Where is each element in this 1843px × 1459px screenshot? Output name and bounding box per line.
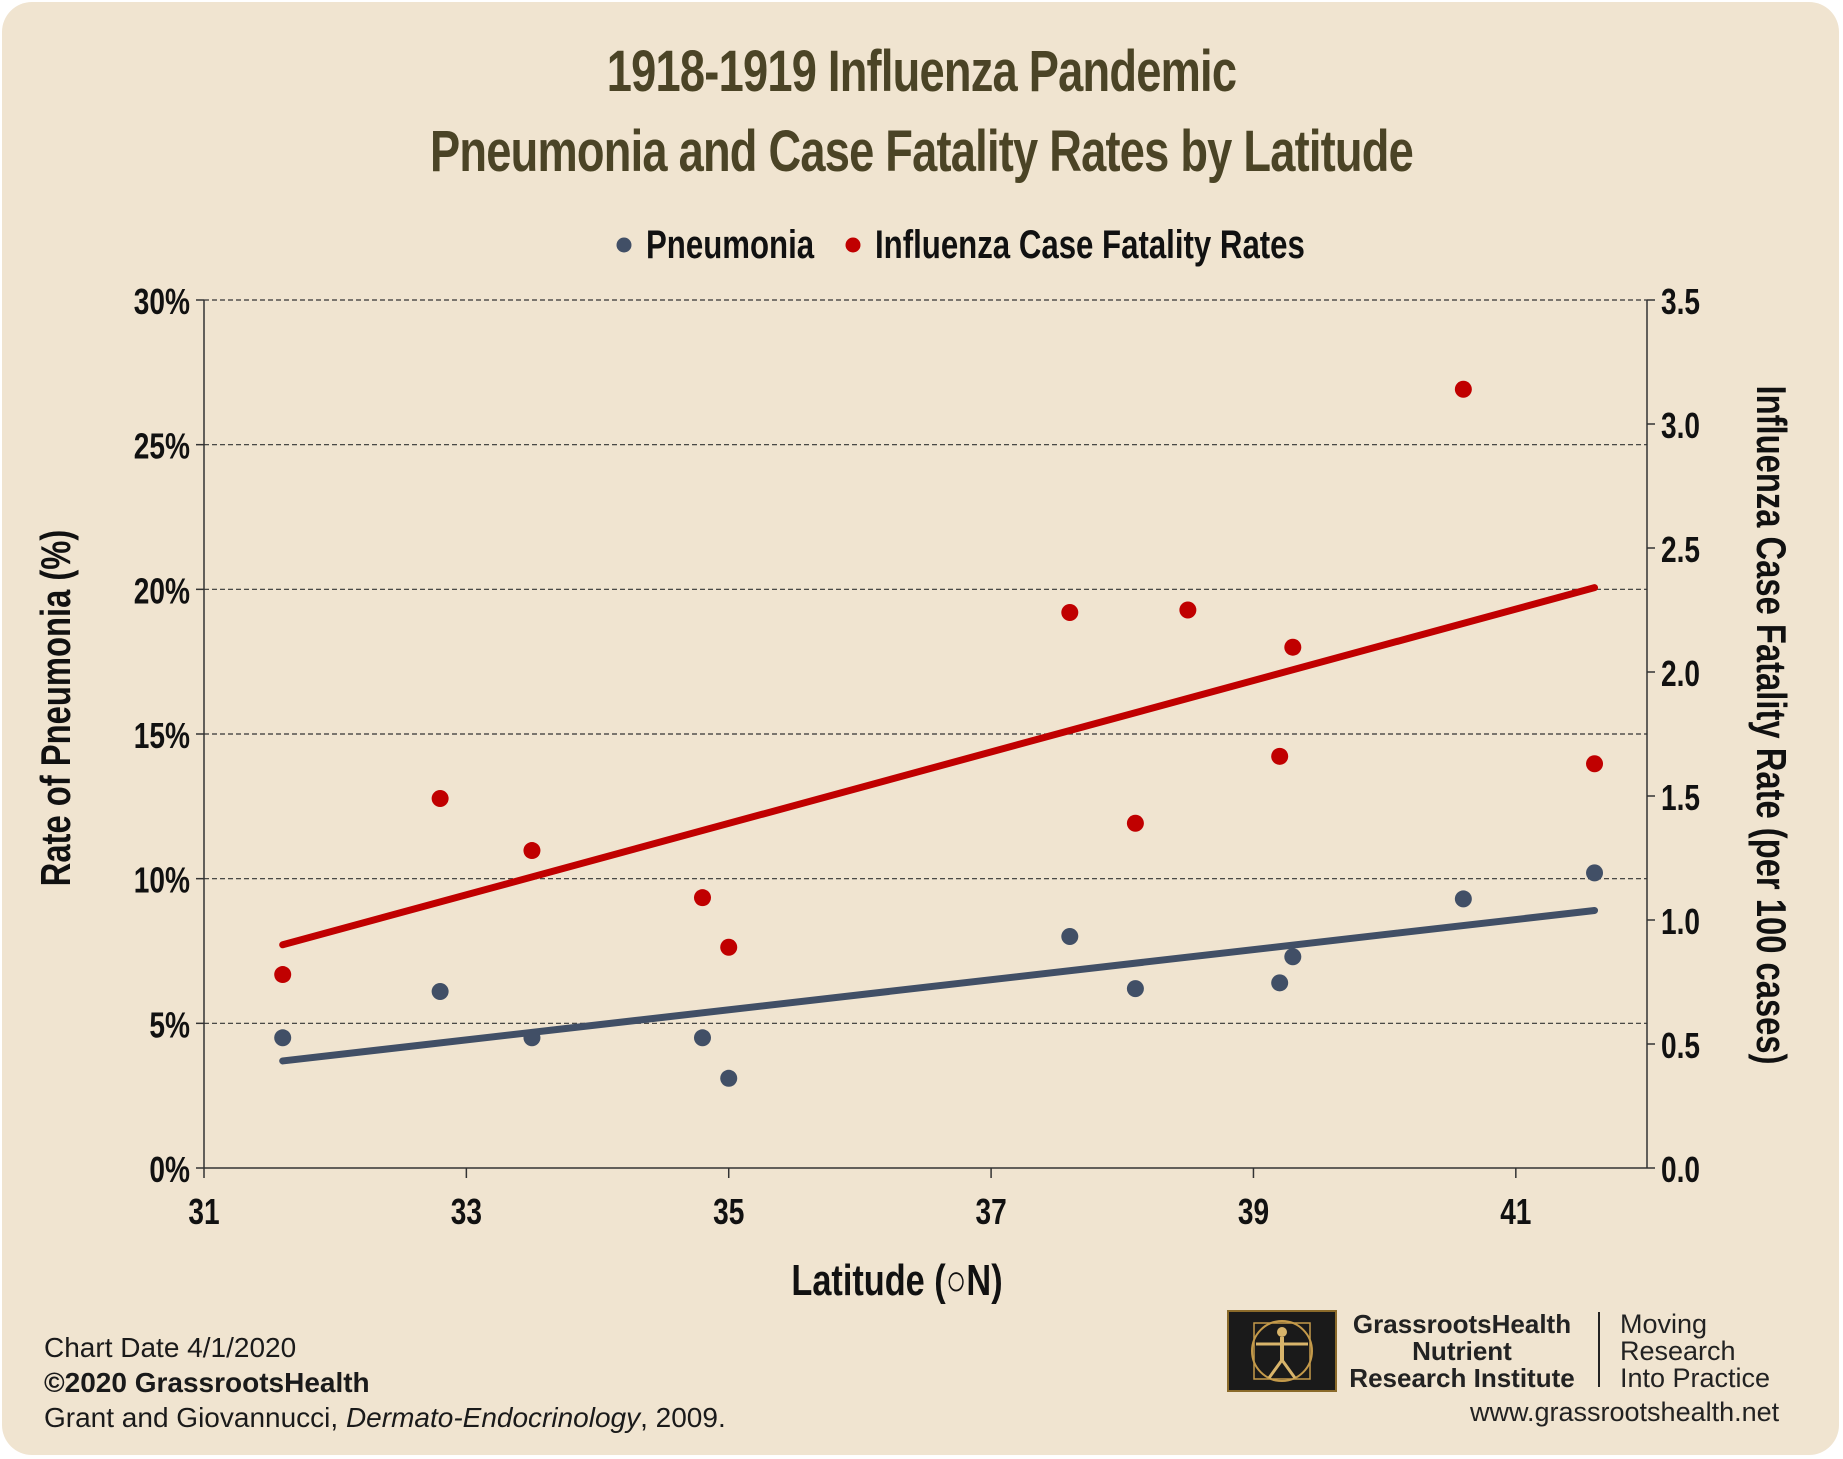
data-point-pneumonia	[1284, 948, 1302, 966]
data-point-fatality	[1179, 601, 1197, 619]
chart-date: Chart Date 4/1/2020	[44, 1332, 297, 1363]
data-point-pneumonia	[1454, 890, 1472, 908]
data-point-pneumonia	[274, 1029, 292, 1047]
data-point-pneumonia	[1126, 980, 1144, 998]
tagline-line3: Into Practice	[1620, 1363, 1771, 1393]
chart-title-line1: 1918-1919 Influenza Pandemic	[606, 39, 1237, 104]
legend: Pneumonia Influenza Case Fatality Rates	[616, 222, 1305, 267]
trendline-pneumonia	[279, 906, 1599, 1065]
data-point-pneumonia	[693, 1029, 711, 1047]
x-tick-label: 31	[188, 1192, 219, 1232]
y-right-tick-label: 2.0	[1661, 654, 1700, 694]
citation: Grant and Giovannucci, Dermato-Endocrino…	[44, 1400, 726, 1435]
y-right-tick-label: 1.0	[1661, 902, 1700, 942]
y-right-tick-label: 0.0	[1661, 1150, 1700, 1190]
legend-pneumonia-label: Pneumonia	[646, 222, 815, 267]
citation-year: , 2009.	[640, 1402, 726, 1433]
copyright: ©2020 GrassrootsHealth	[44, 1367, 370, 1398]
citation-journal: Dermato-Endocrinology	[345, 1402, 641, 1433]
tagline-line1: Moving	[1620, 1309, 1708, 1339]
logo-name-line3: Research Institute	[1349, 1363, 1575, 1393]
y-right-tick-label: 2.5	[1661, 530, 1700, 570]
data-point-pneumonia	[431, 983, 449, 1001]
footer-credits: Chart Date 4/1/2020 ©2020 GrassrootsHeal…	[44, 1330, 726, 1435]
legend-pneumonia-marker	[616, 237, 632, 253]
logo-name-line1: GrassrootsHealth	[1352, 1309, 1572, 1339]
y-left-tick-label: 25%	[134, 426, 190, 466]
x-tick-label: 37	[975, 1192, 1006, 1232]
data-point-pneumonia	[1271, 974, 1289, 992]
y-axis-right-label: Influenza Case Fatality Rate (per 100 ca…	[1748, 385, 1795, 1064]
y-left-tick-label: 15%	[134, 716, 190, 756]
data-point-pneumonia	[1586, 864, 1604, 882]
data-point-pneumonia	[523, 1029, 541, 1047]
legend-fatality-marker	[845, 237, 861, 253]
data-point-fatality	[720, 938, 738, 956]
chart-title-line2: Pneumonia and Case Fatality Rates by Lat…	[429, 119, 1414, 184]
y-left-tick-label: 30%	[134, 282, 190, 322]
trendlines	[279, 584, 1599, 1065]
citation-authors: Grant and Giovannucci,	[44, 1402, 346, 1433]
data-point-fatality	[523, 842, 541, 860]
y-right-tick-label: 3.0	[1661, 406, 1700, 446]
y-left-tick-label: 0%	[149, 1150, 190, 1190]
data-point-pneumonia	[1061, 928, 1079, 946]
logo-name: GrassrootsHealth Nutrient Research Insti…	[1338, 1311, 1586, 1392]
x-tick-label: 35	[713, 1192, 744, 1232]
data-point-fatality	[1271, 747, 1289, 765]
y-left-tick-label: 10%	[134, 860, 190, 900]
tagline: Moving Research Into Practice	[1620, 1311, 1770, 1392]
data-points	[274, 380, 1604, 1087]
data-point-fatality	[431, 789, 449, 807]
tagline-line2: Research	[1620, 1336, 1736, 1366]
y-left-tick-label: 20%	[134, 571, 190, 611]
y-left-tick-label: 5%	[149, 1005, 190, 1045]
y-right-tick-label: 0.5	[1661, 1026, 1700, 1066]
legend-fatality-label: Influenza Case Fatality Rates	[875, 222, 1305, 267]
vitruvian-logo-icon	[1227, 1310, 1337, 1392]
data-point-fatality	[1586, 755, 1604, 773]
x-axis-label: Latitude (○N)	[791, 1256, 1002, 1305]
data-point-fatality	[693, 889, 711, 907]
website-link[interactable]: www.grassrootshealth.net	[1470, 1397, 1780, 1427]
data-point-fatality	[1454, 380, 1472, 398]
gridlines	[204, 299, 1647, 1024]
data-point-fatality	[1126, 814, 1144, 832]
axes: 0% 5% 10% 15% 20% 25% 30% 0.0 0.5 1.0 1.5 2.0 2.5 3.0…	[134, 282, 1700, 1232]
y-right-tick-label: 1.5	[1661, 778, 1700, 818]
data-point-fatality	[1061, 603, 1079, 621]
x-tick-label: 39	[1238, 1192, 1269, 1232]
x-tick-label: 33	[451, 1192, 482, 1232]
y-axis-left-label: Rate of Pneumonia (%)	[32, 530, 79, 887]
y-right-tick-label: 3.5	[1661, 282, 1700, 322]
logo-name-line2: Nutrient	[1412, 1336, 1512, 1366]
logo-divider	[1598, 1312, 1600, 1387]
data-point-fatality	[274, 966, 292, 984]
trendline-fatality	[279, 584, 1599, 949]
x-tick-label: 41	[1500, 1192, 1531, 1232]
data-point-pneumonia	[720, 1069, 738, 1087]
data-point-fatality	[1284, 638, 1302, 656]
